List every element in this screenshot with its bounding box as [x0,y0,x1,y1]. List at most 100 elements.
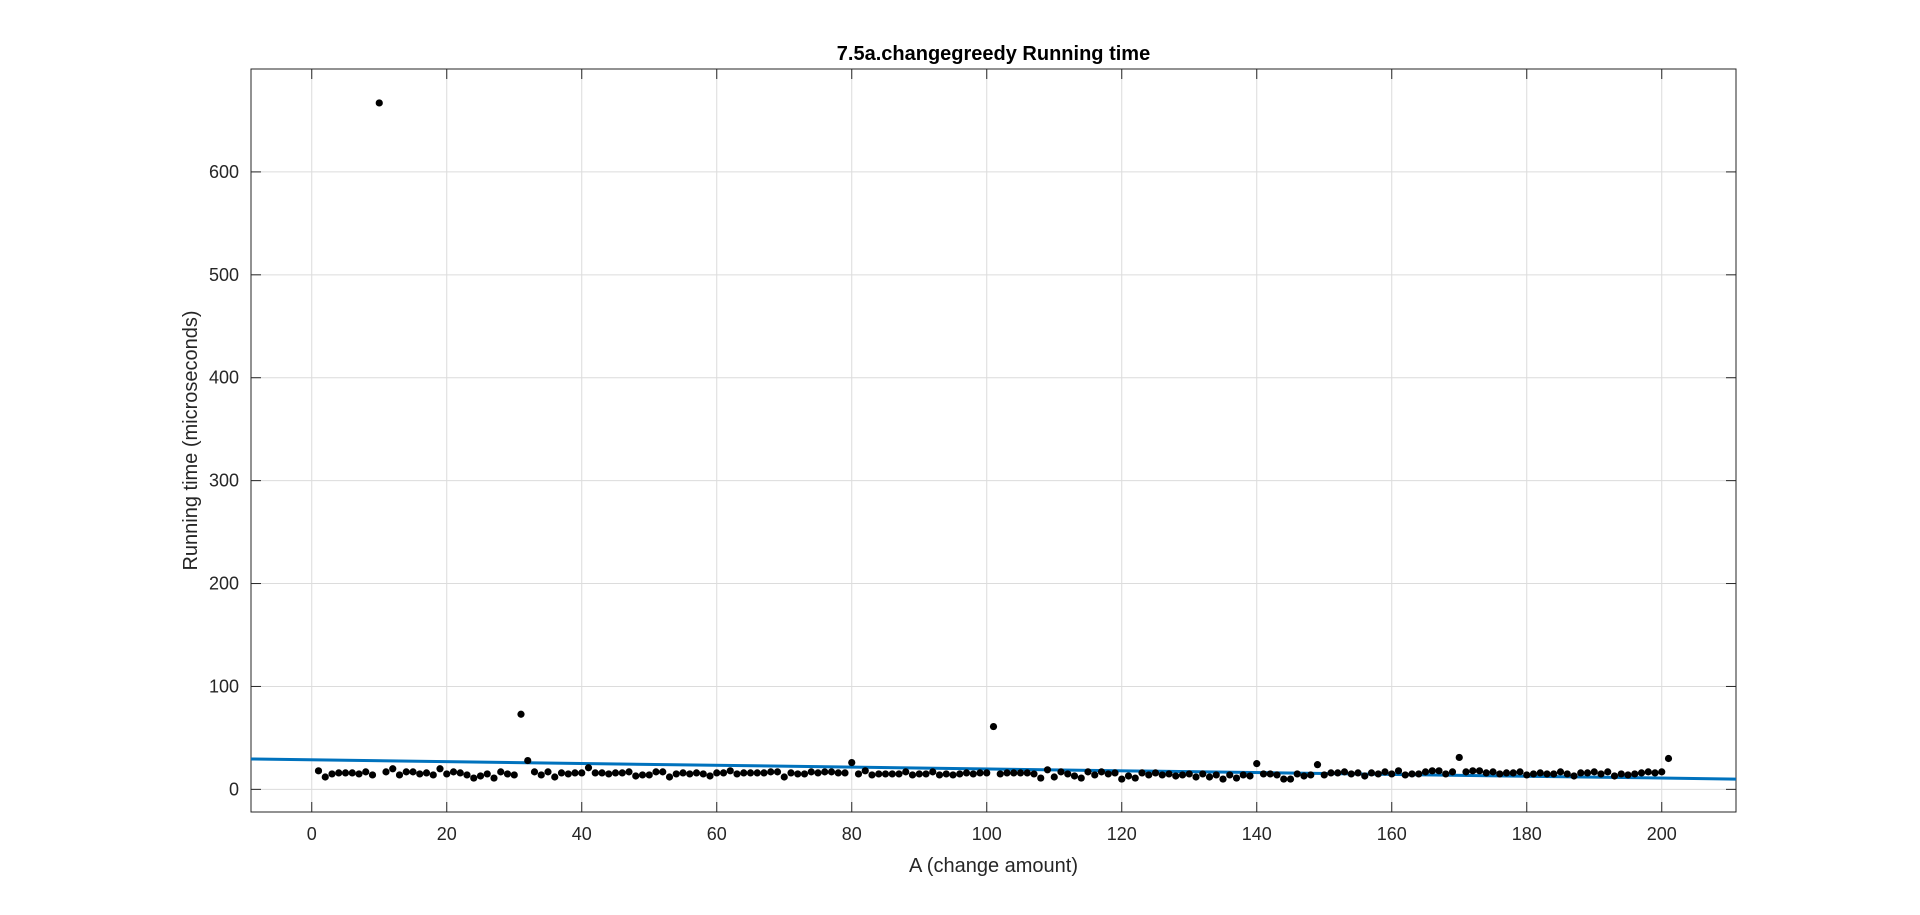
data-point [1077,774,1085,782]
data-point [1010,769,1018,777]
data-point [375,99,383,107]
data-point [591,769,599,777]
data-point [929,768,937,776]
data-point [456,769,464,777]
data-point [1300,772,1308,780]
data-point [517,710,525,718]
fit-line-group [250,757,1737,781]
y-tick-label: 100 [209,676,239,696]
data-point [807,768,815,776]
data-point [1158,771,1166,779]
data-point [362,768,370,776]
data-point [888,770,896,778]
data-point [443,770,451,778]
data-point [956,770,964,778]
data-point [1428,767,1436,775]
data-point [1529,770,1538,778]
data-point [551,773,559,781]
data-point [1583,769,1592,777]
data-point [1259,770,1268,778]
data-point [1016,769,1025,777]
data-point [713,769,721,777]
data-point [1293,770,1301,778]
data-point [1604,768,1612,776]
data-point [794,770,802,778]
data-point [1502,769,1511,777]
data-point [1664,754,1673,763]
y-tick-label: 200 [209,574,239,594]
data-point [861,767,869,775]
data-point [834,769,842,777]
data-point [746,769,755,777]
data-point [652,768,660,776]
data-point [1536,769,1544,777]
data-point [983,769,991,777]
data-point [416,770,424,778]
data-point [942,770,950,778]
data-point [1091,771,1099,779]
data-point [578,769,586,777]
data-point [1043,766,1052,774]
data-point [1631,770,1639,778]
data-point [1590,768,1598,776]
data-point [740,769,748,777]
data-point [503,770,512,778]
data-point [1543,770,1551,778]
x-tick-label: 200 [1647,824,1677,844]
data-point [1280,775,1288,783]
data-point [1388,770,1396,778]
data-point [321,773,329,781]
y-axis-label: Running time (microseconds) [180,310,202,570]
data-point [854,770,863,778]
data-point [1556,768,1565,776]
x-tick-label: 0 [307,824,317,844]
y-tick-label: 0 [229,779,239,799]
data-point [1037,774,1045,782]
data-point [638,771,647,779]
data-point [1084,768,1092,776]
data-point [1232,774,1241,782]
data-point [409,768,417,776]
data-point [699,770,707,778]
data-point [436,765,444,773]
data-point [422,769,431,777]
data-point [868,771,876,779]
data-point [618,769,626,777]
data-point [1563,770,1571,778]
data-point [395,771,404,779]
data-point [368,771,377,779]
data-point [632,772,640,780]
data-point [1340,768,1349,776]
x-tick-label: 180 [1512,824,1542,844]
data-point [470,774,478,782]
data-point [726,767,734,775]
data-point [490,774,498,782]
data-point [449,768,458,776]
data-point [1307,771,1315,779]
data-point [1165,770,1173,778]
data-point [848,759,856,767]
data-point [1273,771,1281,779]
data-point [1475,767,1484,775]
data-point [1104,770,1112,778]
data-point [1327,769,1335,777]
data-point [1381,768,1389,776]
data-point [1178,771,1187,779]
data-point [1624,771,1632,779]
data-point [328,770,336,778]
data-point [1347,770,1355,778]
data-point [753,769,761,777]
data-point [1320,771,1328,779]
data-point [686,770,694,778]
data-point [1334,769,1342,777]
data-point [1421,768,1430,776]
data-point [611,769,620,777]
data-point [1577,769,1585,777]
data-point [996,770,1004,778]
data-point [1610,772,1619,780]
data-point [1118,775,1126,783]
data-point [733,770,741,778]
data-point [679,769,687,777]
data-point [1172,772,1180,780]
